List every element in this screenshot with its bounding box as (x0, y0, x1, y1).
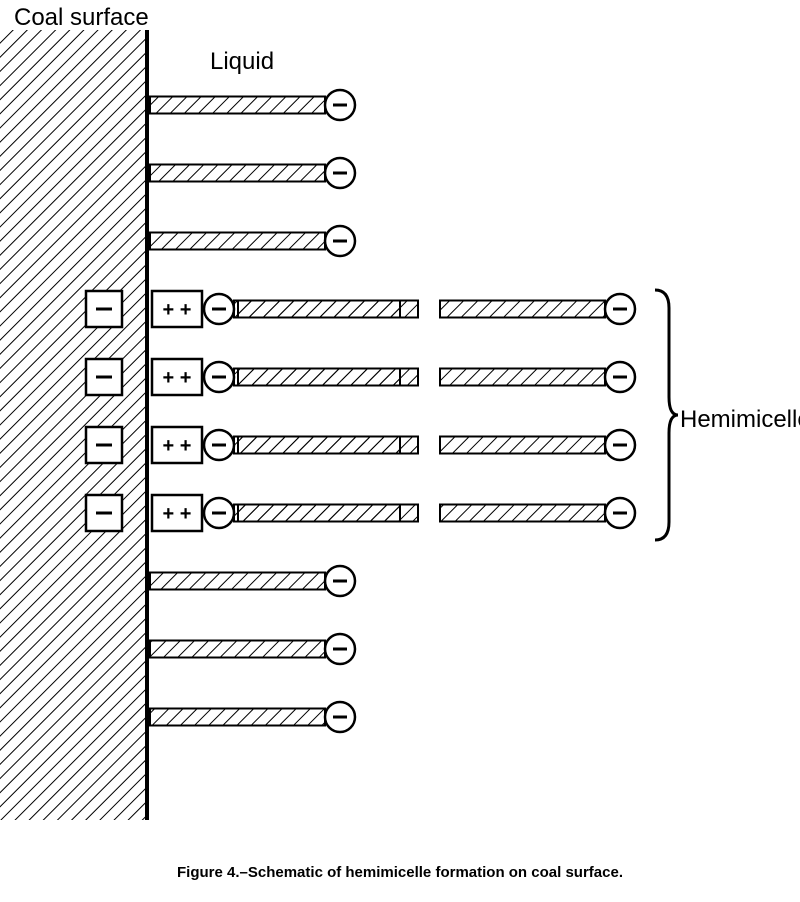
liquid-label: Liquid (210, 48, 274, 76)
svg-text:+ +: + + (163, 367, 192, 389)
coal-surface-label: Coal surface (14, 4, 149, 32)
svg-text:+ +: + + (163, 299, 192, 321)
svg-text:+ +: + + (163, 435, 192, 457)
svg-text:+ +: + + (163, 503, 192, 525)
figure-caption: Figure 4.–Schematic of hemimicelle forma… (0, 864, 800, 881)
diagram-svg: + + + + + + + + (0, 0, 800, 902)
hemimicelle-label: Hemimicelle (680, 406, 800, 434)
